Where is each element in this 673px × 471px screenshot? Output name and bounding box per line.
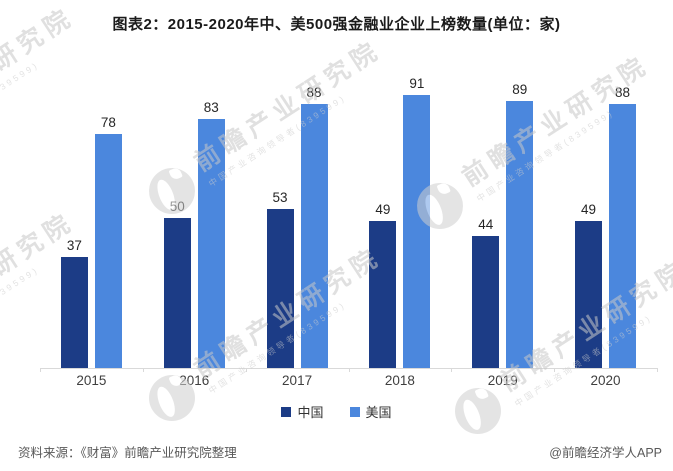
bar-series-0: 49 (575, 202, 603, 368)
chart-title: 图表2：2015-2020年中、美500强金融业企业上榜数量(单位：家) (112, 16, 561, 33)
x-axis-label: 2020 (590, 373, 621, 388)
bar-value-label: 89 (512, 82, 528, 97)
axis-tick (245, 368, 247, 372)
bar-series-0: 44 (472, 217, 500, 368)
plot-area: 37 78 50 83 53 88 49 91 44 89 49 88 (40, 68, 658, 372)
x-axis-label: 2016 (179, 373, 210, 388)
bar-value-label: 91 (409, 76, 425, 91)
legend: 中国 美国 (0, 402, 673, 421)
axis-tick (142, 368, 144, 372)
legend-label: 中国 (297, 405, 324, 420)
x-axis: 2015 2016 2017 2018 2019 2020 (40, 373, 657, 388)
legend-item: 中国 (281, 402, 324, 421)
legend-swatch-icon (281, 406, 292, 417)
bar-series-1: 91 (403, 76, 431, 368)
x-axis-label: 2018 (384, 373, 415, 388)
bar-value-label: 53 (272, 190, 288, 205)
bar-value-label: 37 (66, 238, 82, 253)
x-axis-label: 2019 (487, 373, 518, 388)
credit-note: @前瞻经济学人APP (549, 446, 662, 460)
bar-group: 53 88 (246, 68, 349, 368)
legend-item: 美国 (349, 402, 392, 421)
bar-series-0: 53 (266, 190, 294, 368)
bar-value-label: 83 (203, 100, 219, 115)
x-axis-label: 2015 (76, 373, 107, 388)
axis-tick (40, 368, 41, 372)
bar-series-1: 89 (506, 82, 534, 368)
axis-tick (348, 368, 350, 372)
bar-series-0: 50 (163, 199, 191, 368)
legend-swatch-icon (349, 406, 360, 417)
axis-tick (657, 368, 658, 372)
bar-value-label: 88 (306, 85, 322, 100)
bar-series-1: 88 (609, 85, 637, 368)
bar-value-label: 49 (375, 202, 391, 217)
bar-value-label: 78 (100, 115, 116, 130)
bar-series-0: 49 (369, 202, 397, 368)
bar-group: 49 88 (554, 68, 657, 368)
bar-value-label: 50 (169, 199, 185, 214)
bar-series-0: 37 (60, 238, 88, 368)
bar-value-label: 49 (581, 202, 597, 217)
bar-series-1: 88 (300, 85, 328, 368)
bar-group: 50 83 (143, 68, 246, 368)
legend-label: 美国 (365, 405, 392, 420)
axis-tick (451, 368, 453, 372)
bar-group: 49 91 (348, 68, 451, 368)
bar-series-1: 83 (197, 100, 225, 368)
bar-group: 44 89 (451, 68, 554, 368)
bar-value-label: 44 (478, 217, 494, 232)
bar-group: 37 78 (40, 68, 143, 368)
x-axis-label: 2017 (282, 373, 313, 388)
bar-value-label: 88 (615, 85, 631, 100)
source-note: 资料来源：《财富》前瞻产业研究院整理 (18, 446, 237, 460)
axis-tick (554, 368, 556, 372)
bar-series-1: 78 (94, 115, 122, 368)
